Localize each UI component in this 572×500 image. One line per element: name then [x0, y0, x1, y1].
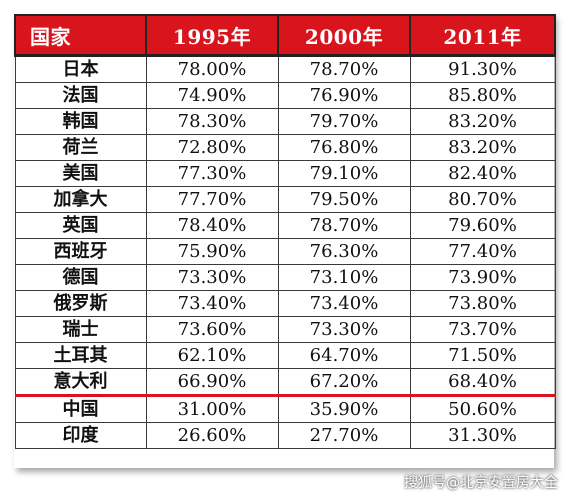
- cell-country: 印度: [14, 422, 147, 449]
- cell-2011: 85.80%: [409, 82, 556, 109]
- header-2011: 2011年: [409, 14, 556, 57]
- cell-2000: 78.70%: [277, 55, 411, 83]
- table-row: 英国 78.40% 78.70% 79.60%: [14, 212, 556, 239]
- cell-2000: 27.70%: [277, 422, 411, 449]
- cell-2011: 79.60%: [409, 212, 556, 239]
- cell-2011: 82.40%: [409, 160, 556, 187]
- cell-country: 意大利: [14, 368, 147, 396]
- cell-2000: 79.50%: [277, 186, 411, 213]
- cell-2000: 64.70%: [277, 342, 411, 369]
- data-table: 国家 1995年 2000年 2011年 日本 78.00% 78.70% 91.30…: [14, 14, 556, 449]
- watermark-text: 搜狐号@北京安置房大全: [404, 475, 558, 491]
- cell-country: 德国: [14, 264, 147, 291]
- cell-2011: 77.40%: [409, 238, 556, 265]
- cell-1995: 78.40%: [145, 212, 279, 239]
- cell-country: 荷兰: [14, 134, 147, 161]
- cell-1995: 73.60%: [145, 316, 279, 343]
- table-row: 土耳其 62.10% 64.70% 71.50%: [14, 342, 556, 369]
- table-row: 法国 74.90% 76.90% 85.80%: [14, 82, 556, 109]
- cell-2011: 73.90%: [409, 264, 556, 291]
- table-row: 加拿大 77.70% 79.50% 80.70%: [14, 186, 556, 213]
- header-row: 国家 1995年 2000年 2011年: [14, 14, 556, 57]
- table-row: 中国 31.00% 35.90% 50.60%: [14, 394, 556, 423]
- cell-2000: 73.40%: [277, 290, 411, 317]
- header-1995: 1995年: [145, 14, 279, 57]
- cell-2000: 76.80%: [277, 134, 411, 161]
- cell-1995: 77.70%: [145, 186, 279, 213]
- table-row: 荷兰 72.80% 76.80% 83.20%: [14, 134, 556, 161]
- cell-2000: 67.20%: [277, 368, 411, 396]
- cell-2000: 73.10%: [277, 264, 411, 291]
- table-row: 俄罗斯 73.40% 73.40% 73.80%: [14, 290, 556, 317]
- header-2000: 2000年: [277, 14, 411, 57]
- cell-2011: 91.30%: [409, 55, 556, 83]
- cell-1995: 78.00%: [145, 55, 279, 83]
- cell-1995: 31.00%: [145, 394, 279, 423]
- cell-2011: 31.30%: [409, 422, 556, 449]
- table-row: 印度 26.60% 27.70% 31.30%: [14, 422, 556, 449]
- table-row: 意大利 66.90% 67.20% 68.40%: [14, 368, 556, 396]
- cell-2000: 73.30%: [277, 316, 411, 343]
- table-body: 日本 78.00% 78.70% 91.30% 法国 74.90% 76.90% 85.80%…: [14, 55, 556, 449]
- cell-2011: 73.80%: [409, 290, 556, 317]
- cell-country: 土耳其: [14, 342, 147, 369]
- cell-1995: 72.80%: [145, 134, 279, 161]
- cell-2000: 79.10%: [277, 160, 411, 187]
- cell-2011: 80.70%: [409, 186, 556, 213]
- cell-2011: 71.50%: [409, 342, 556, 369]
- table-row: 德国 73.30% 73.10% 73.90%: [14, 264, 556, 291]
- table-row: 美国 77.30% 79.10% 82.40%: [14, 160, 556, 187]
- table-header: 国家 1995年 2000年 2011年: [14, 14, 556, 57]
- cell-1995: 78.30%: [145, 108, 279, 135]
- cell-1995: 26.60%: [145, 422, 279, 449]
- cell-1995: 74.90%: [145, 82, 279, 109]
- table-row: 西班牙 75.90% 76.30% 77.40%: [14, 238, 556, 265]
- cell-1995: 75.90%: [145, 238, 279, 265]
- table-row: 日本 78.00% 78.70% 91.30%: [14, 55, 556, 83]
- cell-1995: 73.30%: [145, 264, 279, 291]
- cell-1995: 77.30%: [145, 160, 279, 187]
- cell-2011: 83.20%: [409, 108, 556, 135]
- table-row: 瑞士 73.60% 73.30% 73.70%: [14, 316, 556, 343]
- header-country: 国家: [14, 14, 147, 57]
- cell-country: 瑞士: [14, 316, 147, 343]
- cell-2000: 76.30%: [277, 238, 411, 265]
- cell-country: 美国: [14, 160, 147, 187]
- cell-country: 中国: [14, 394, 147, 423]
- cell-1995: 66.90%: [145, 368, 279, 396]
- cell-2011: 50.60%: [409, 394, 556, 423]
- cell-country: 英国: [14, 212, 147, 239]
- cell-country: 法国: [14, 82, 147, 109]
- cell-1995: 62.10%: [145, 342, 279, 369]
- cell-country: 加拿大: [14, 186, 147, 213]
- cell-2000: 35.90%: [277, 394, 411, 423]
- cell-country: 韩国: [14, 108, 147, 135]
- table-row: 韩国 78.30% 79.70% 83.20%: [14, 108, 556, 135]
- table-frame: 国家 1995年 2000年 2011年 日本 78.00% 78.70% 91.30…: [14, 14, 556, 468]
- cell-country: 日本: [14, 55, 147, 83]
- cell-2000: 79.70%: [277, 108, 411, 135]
- cell-2000: 76.90%: [277, 82, 411, 109]
- cell-1995: 73.40%: [145, 290, 279, 317]
- cell-country: 西班牙: [14, 238, 147, 265]
- cell-2000: 78.70%: [277, 212, 411, 239]
- cell-2011: 68.40%: [409, 368, 556, 396]
- cell-2011: 73.70%: [409, 316, 556, 343]
- cell-2011: 83.20%: [409, 134, 556, 161]
- cell-country: 俄罗斯: [14, 290, 147, 317]
